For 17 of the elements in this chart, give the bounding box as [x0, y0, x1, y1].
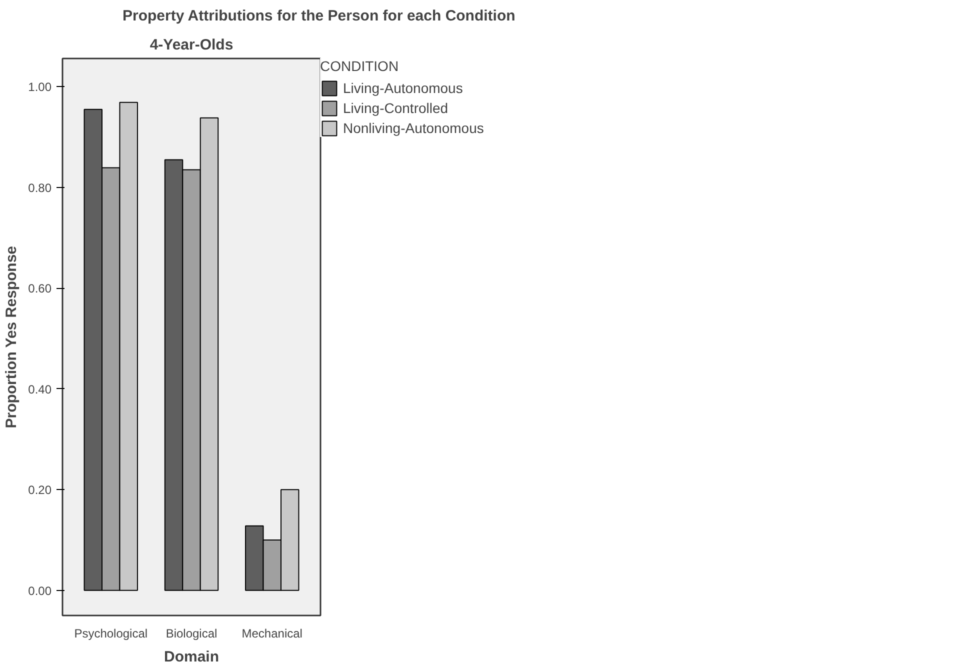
chart-subtitle: 4-Year-Olds: [150, 36, 234, 54]
y-tick-label: 0.00: [28, 584, 52, 598]
y-tick-label: 0.60: [28, 282, 52, 296]
y-tick-label: 0.40: [28, 382, 52, 396]
x-axis-title: Domain: [164, 648, 220, 666]
y-tick-label: 0.20: [28, 483, 52, 498]
y-tick-label: 0.80: [28, 180, 52, 195]
legend-title: CONDITION: [320, 58, 400, 74]
y-axis-title: Proportion Yes Response: [3, 246, 20, 428]
x-tick-label: Biological: [166, 626, 218, 640]
x-tick-label: Mechanical: [242, 626, 302, 640]
y-tick-label: 1.00: [28, 80, 52, 94]
legend-label: Nonliving-Autonomous: [343, 120, 484, 136]
legend-label: Living-Autonomous: [343, 80, 463, 96]
chart-title: Property Attributions for the Person for each Condition: [122, 8, 516, 24]
legend-label: Living-Controlled: [343, 100, 448, 116]
x-tick-label: Psychological: [74, 626, 148, 640]
